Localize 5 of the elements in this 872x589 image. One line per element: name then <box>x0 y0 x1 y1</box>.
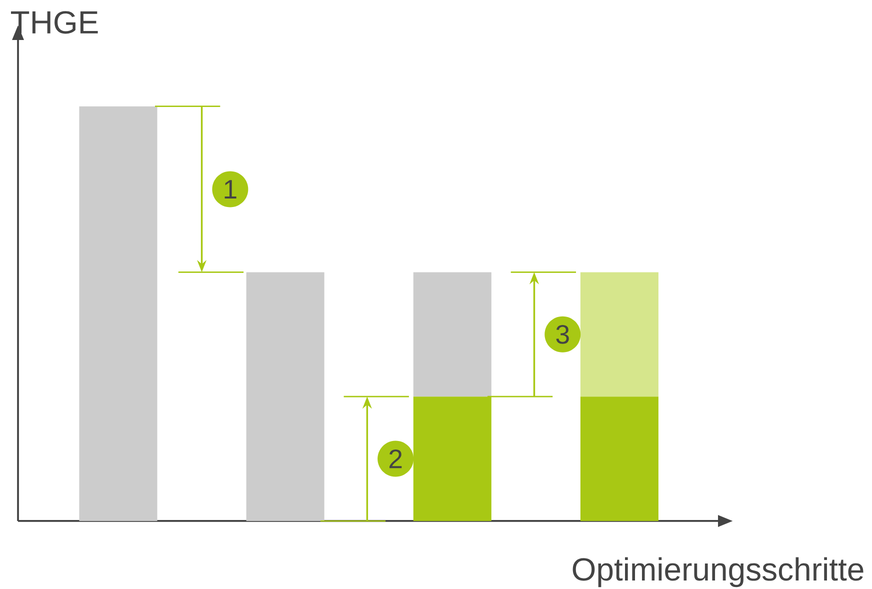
x-axis-title: Optimierungsschritte <box>572 557 864 588</box>
y-axis-title: THGE <box>10 11 98 34</box>
annotation: 1 <box>224 180 236 198</box>
annotation: 2 <box>389 449 402 468</box>
annotation: 3 <box>556 324 569 344</box>
